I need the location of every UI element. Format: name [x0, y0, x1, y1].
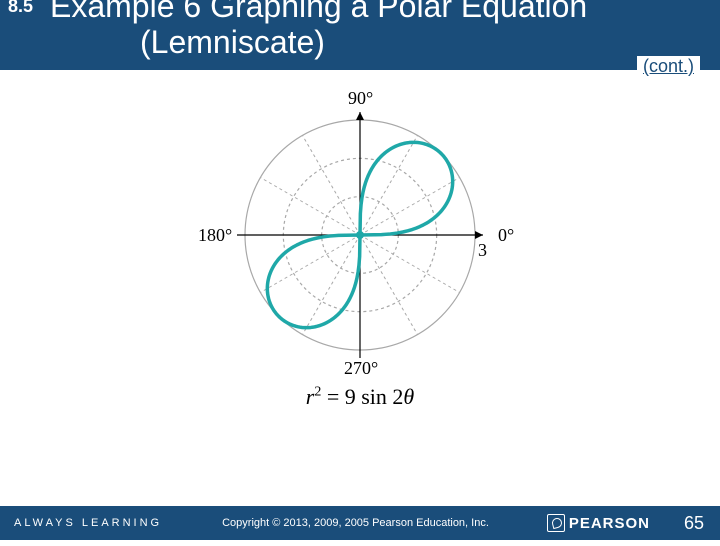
slide-header: 8.5 Example 6 Graphing a Polar Equation … [0, 0, 720, 70]
polar-svg [190, 90, 530, 380]
slide-title-line1: Example 6 Graphing a Polar Equation [50, 0, 587, 25]
section-number: 8.5 [8, 0, 33, 17]
eq-equals: = [321, 384, 344, 409]
footer-tagline: ALWAYS LEARNING [14, 517, 162, 529]
slide-footer: ALWAYS LEARNING Copyright © 2013, 2009, … [0, 506, 720, 540]
pearson-logo: PEARSON [547, 514, 650, 532]
axis-label-left: 180° [198, 225, 232, 246]
pearson-brand-text: PEARSON [569, 515, 650, 532]
eq-rhs-var: θ [403, 384, 414, 409]
axis-label-bottom: 270° [344, 358, 378, 379]
footer-copyright: Copyright © 2013, 2009, 2005 Pearson Edu… [222, 517, 489, 529]
polar-equation: r2 = 9 sin 2θ [306, 384, 414, 410]
radius-label: 3 [478, 240, 487, 261]
axis-label-top: 90° [348, 88, 373, 109]
axis-label-right: 0° [498, 225, 514, 246]
slide-content: 90° 0° 270° 180° 3 r2 = 9 sin 2θ [0, 80, 720, 480]
page-number: 65 [684, 513, 704, 534]
polar-chart: 90° 0° 270° 180° 3 [190, 90, 530, 380]
pearson-mark-icon [547, 514, 565, 532]
slide-title-line2: (Lemniscate) [140, 24, 325, 61]
eq-rhs-coef: 9 sin 2 [345, 384, 404, 409]
